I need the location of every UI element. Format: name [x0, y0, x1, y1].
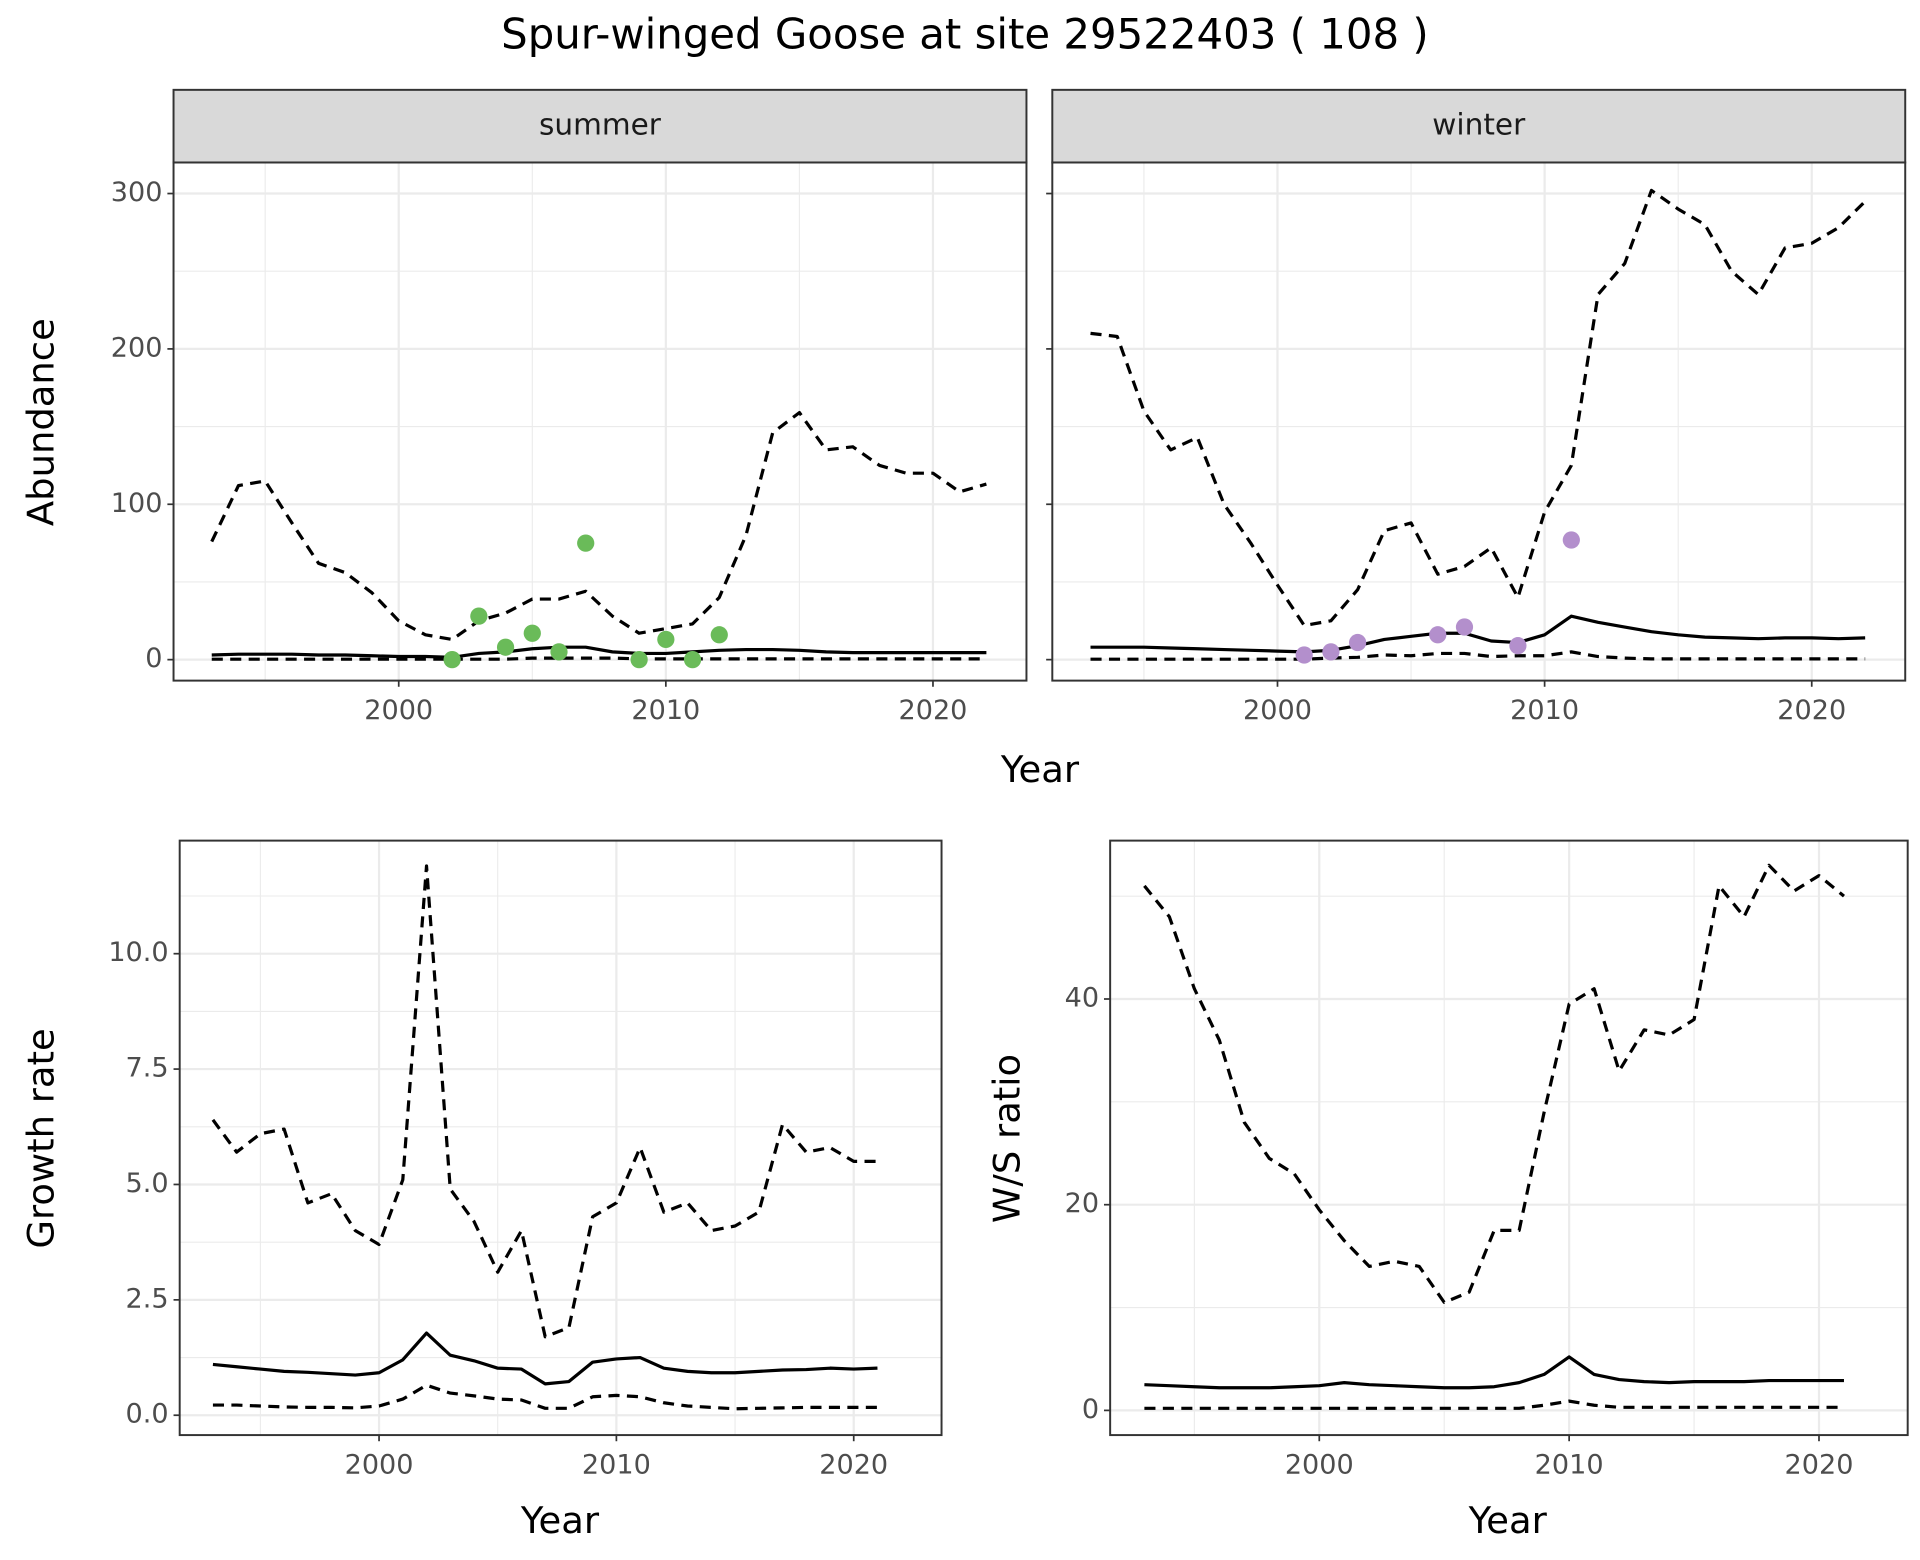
x-axis-title: Year — [520, 1499, 600, 1542]
mean-line — [211, 645, 987, 659]
observed-point — [550, 643, 568, 661]
y-tick-label: 100 — [111, 488, 163, 519]
x-axis-title: Year — [1468, 1499, 1548, 1542]
mean-line — [1090, 614, 1866, 654]
observed-point — [470, 607, 488, 625]
y-tick-label: 20 — [1065, 1188, 1099, 1219]
observed-point — [630, 651, 648, 669]
interval-line — [1090, 188, 1867, 628]
y-tick-label: 40 — [1065, 983, 1099, 1014]
x-tick-label: 2010 — [582, 1449, 651, 1480]
x-tick-label: 2010 — [1510, 695, 1579, 726]
observed-point — [443, 651, 461, 669]
facet-label: summer — [539, 108, 662, 142]
observed-point — [496, 638, 515, 656]
mean-line — [1144, 1355, 1844, 1390]
x-tick-label: 2000 — [364, 695, 433, 726]
panel-background — [1052, 162, 1906, 681]
observed-point — [1562, 531, 1580, 549]
x-tick-label: 2010 — [631, 695, 700, 726]
y-axis-title: Abundance — [20, 318, 63, 526]
observed-point — [1509, 637, 1527, 655]
x-tick-label: 2000 — [345, 1449, 414, 1480]
interval-line — [1144, 1399, 1844, 1410]
observed-point — [1295, 646, 1313, 664]
observed-point — [1349, 633, 1367, 652]
x-axis-title: Year — [1000, 748, 1080, 791]
x-tick-label: 2020 — [1785, 1449, 1854, 1480]
x-tick-label: 2010 — [1535, 1449, 1604, 1480]
x-tick-label: 2020 — [819, 1449, 888, 1480]
observed-point — [523, 624, 541, 642]
y-tick-label: 300 — [111, 177, 163, 208]
facet-strip — [1051, 88, 1907, 164]
facet-strip — [172, 88, 1028, 164]
interval-line — [1090, 650, 1866, 661]
panel-border — [1109, 839, 1909, 1437]
y-tick-label: 7.5 — [126, 1053, 169, 1084]
panel-border — [178, 839, 943, 1437]
y-axis-title: W/S ratio — [986, 1054, 1029, 1223]
y-tick-label: 2.5 — [126, 1283, 169, 1314]
y-tick-label: 0.0 — [126, 1399, 169, 1430]
y-tick-label: 10.0 — [108, 937, 168, 968]
figure-title: Spur-winged Goose at site 29522403 ( 108… — [501, 9, 1429, 58]
x-tick-label: 2000 — [1285, 1449, 1354, 1480]
interval-line — [1143, 863, 1845, 1304]
y-tick-label: 0 — [1082, 1394, 1099, 1425]
x-tick-label: 2000 — [1243, 695, 1312, 726]
observed-point — [577, 534, 595, 552]
y-tick-label: 0 — [145, 643, 162, 674]
observed-point — [1322, 643, 1340, 661]
observed-point — [683, 651, 702, 669]
x-tick-label: 2020 — [899, 695, 968, 726]
y-tick-label: 200 — [111, 332, 163, 363]
y-tick-label: 5.0 — [126, 1168, 169, 1199]
mean-line — [212, 1331, 878, 1386]
interval-line — [211, 864, 878, 1339]
observed-point — [1429, 626, 1447, 644]
interval-line — [210, 411, 987, 642]
interval-line — [212, 1383, 878, 1411]
panel-background — [179, 840, 942, 1436]
observed-point — [1455, 618, 1474, 636]
y-axis-title: Growth rate — [20, 1028, 63, 1248]
panel-background — [173, 162, 1027, 681]
observed-point — [657, 630, 675, 649]
panel-background — [1110, 840, 1908, 1436]
observed-point — [710, 626, 728, 644]
facet-label: winter — [1432, 108, 1526, 142]
x-tick-label: 2020 — [1777, 695, 1846, 726]
